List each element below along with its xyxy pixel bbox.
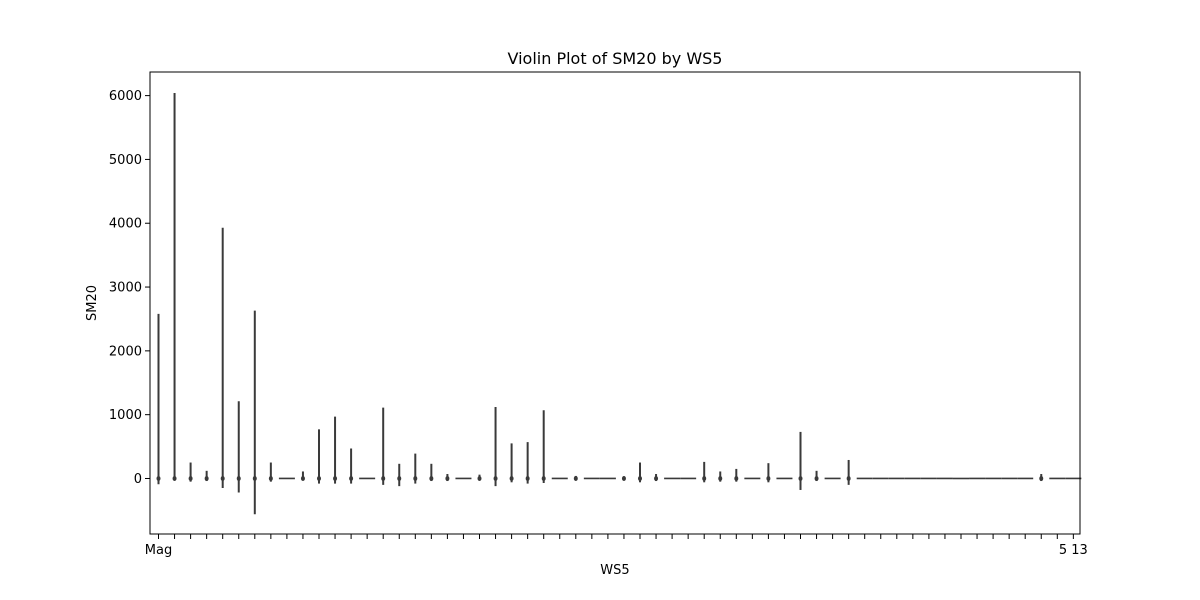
violin-base [814, 475, 819, 481]
violin [236, 401, 241, 493]
violin-base [702, 475, 707, 481]
violin [300, 471, 305, 481]
violin-base [621, 475, 626, 481]
violin-base [300, 475, 305, 481]
violin [654, 474, 659, 482]
violin [525, 442, 530, 484]
violin-base [477, 475, 482, 481]
y-tick-label: 4000 [109, 217, 142, 232]
violin-base [220, 475, 225, 481]
violin [156, 313, 161, 485]
violin [509, 443, 514, 483]
violin-base [798, 475, 803, 481]
y-tick-label: 1000 [109, 408, 142, 423]
violin [204, 470, 209, 482]
plot-frame [149, 71, 1081, 535]
violin-base [573, 475, 578, 481]
violin [317, 429, 321, 484]
x-tick-label: 5 13 [1059, 543, 1088, 558]
violin-base [333, 475, 338, 481]
violin-base [236, 475, 241, 481]
y-axis-label: SM20 [85, 285, 100, 321]
violin-base [509, 475, 514, 481]
violin-base [846, 475, 851, 481]
violin-base [349, 475, 354, 481]
violin-base [654, 475, 659, 481]
violin [718, 471, 723, 482]
y-tick-label: 6000 [109, 89, 142, 104]
violin [413, 453, 418, 484]
violin [188, 462, 193, 482]
violin-base [429, 475, 434, 481]
y-tick-label: 0 [134, 472, 142, 487]
x-axis: Mag 5 13 [145, 534, 1088, 558]
violin [541, 410, 546, 483]
violin-base [413, 475, 418, 481]
violin [766, 463, 771, 483]
plot-area [156, 93, 1082, 515]
violin [638, 462, 642, 483]
chart-title: Violin Plot of SM20 by WS5 [508, 49, 723, 68]
violin-base [156, 475, 161, 481]
violin-base [204, 475, 209, 481]
violin-base [188, 475, 193, 481]
violin [621, 475, 626, 481]
violin-base [493, 475, 498, 481]
violin-base [172, 475, 177, 481]
violin-base [445, 475, 450, 481]
violin-base [1039, 475, 1044, 481]
violin [429, 463, 434, 482]
violin-base [734, 475, 739, 481]
violin-base [766, 475, 771, 481]
violin-base [268, 475, 273, 481]
violin-base [381, 475, 386, 481]
y-tick-label: 5000 [109, 153, 142, 168]
violin [798, 431, 803, 490]
violin [349, 448, 354, 484]
violin [397, 463, 402, 487]
violin [493, 407, 498, 487]
violin-base [252, 475, 257, 481]
violin [268, 462, 273, 482]
violin [1039, 474, 1044, 482]
violin-base [541, 475, 546, 481]
violin [381, 407, 386, 485]
violin [333, 416, 338, 484]
violin [702, 461, 707, 483]
violin [172, 93, 177, 481]
y-axis: 0 1000 2000 3000 4000 5000 6000 [109, 89, 150, 487]
violin [573, 475, 578, 481]
y-tick-label: 2000 [109, 344, 142, 359]
violin-base [317, 475, 321, 481]
violin [734, 468, 739, 482]
violin [846, 459, 851, 485]
x-tick-label: Mag [145, 543, 172, 558]
violin-base [397, 475, 402, 481]
violin-base [525, 475, 530, 481]
violin-base [638, 475, 642, 481]
violin [252, 310, 257, 515]
violin-base [718, 475, 723, 481]
violin [220, 227, 225, 489]
violin [445, 474, 450, 482]
y-tick-label: 3000 [109, 281, 142, 296]
x-axis-label: WS5 [600, 563, 629, 578]
violin [477, 474, 482, 481]
violin [814, 470, 819, 482]
